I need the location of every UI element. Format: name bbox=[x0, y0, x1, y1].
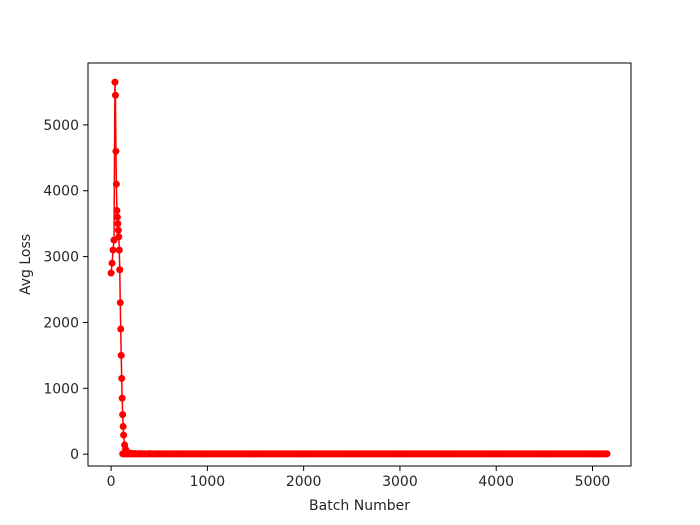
data-point bbox=[111, 78, 119, 86]
data-point bbox=[112, 180, 120, 188]
data-point bbox=[113, 207, 121, 215]
data-point bbox=[116, 299, 124, 307]
x-tick-label: 1000 bbox=[190, 474, 226, 490]
data-point bbox=[588, 450, 596, 458]
data-point bbox=[119, 422, 127, 430]
data-point bbox=[111, 91, 119, 99]
data-point bbox=[120, 431, 128, 439]
data-point bbox=[115, 233, 123, 241]
data-point bbox=[110, 236, 118, 244]
y-tick-label: 3000 bbox=[43, 250, 79, 266]
data-point bbox=[155, 450, 163, 458]
data-point bbox=[115, 246, 123, 254]
data-point bbox=[119, 411, 127, 419]
data-point bbox=[348, 450, 356, 458]
data-point bbox=[300, 450, 308, 458]
data-point bbox=[603, 450, 611, 458]
y-tick-label: 2000 bbox=[43, 315, 79, 331]
y-tick-label: 4000 bbox=[43, 184, 79, 200]
x-tick-label: 5000 bbox=[575, 474, 611, 490]
data-point bbox=[136, 450, 144, 458]
x-axis: 0 1000 2000 3000 4000 5000 bbox=[107, 466, 611, 490]
y-axis-label: Avg Loss bbox=[18, 234, 34, 295]
data-point bbox=[107, 269, 115, 277]
data-point bbox=[540, 450, 548, 458]
x-tick-label: 3000 bbox=[382, 474, 418, 490]
data-point bbox=[114, 226, 122, 234]
data-point bbox=[492, 450, 500, 458]
data-point bbox=[396, 450, 404, 458]
x-tick-label: 4000 bbox=[478, 474, 514, 490]
x-tick-label: 0 bbox=[107, 474, 116, 490]
series-layer bbox=[107, 78, 611, 458]
data-point bbox=[113, 213, 121, 221]
data-point bbox=[252, 450, 260, 458]
data-point bbox=[175, 450, 182, 458]
data-point bbox=[146, 450, 154, 458]
y-tick-label: 0 bbox=[70, 447, 79, 463]
data-point bbox=[116, 266, 124, 274]
data-point bbox=[117, 325, 125, 333]
data-point bbox=[112, 147, 120, 155]
data-point bbox=[114, 220, 122, 228]
data-point bbox=[108, 259, 116, 267]
data-point bbox=[444, 450, 452, 458]
plot-area bbox=[88, 63, 631, 466]
data-point bbox=[109, 246, 117, 254]
x-tick-label: 2000 bbox=[286, 474, 322, 490]
x-axis-label: Batch Number bbox=[309, 498, 410, 514]
y-tick-label: 5000 bbox=[43, 118, 79, 134]
data-point bbox=[118, 394, 126, 402]
y-tick-label: 1000 bbox=[43, 381, 79, 397]
data-point bbox=[118, 374, 126, 382]
plot-frame bbox=[87, 62, 632, 467]
data-point bbox=[117, 351, 125, 359]
data-point bbox=[203, 450, 211, 458]
y-axis: 0 1000 2000 3000 4000 5000 bbox=[43, 118, 88, 463]
